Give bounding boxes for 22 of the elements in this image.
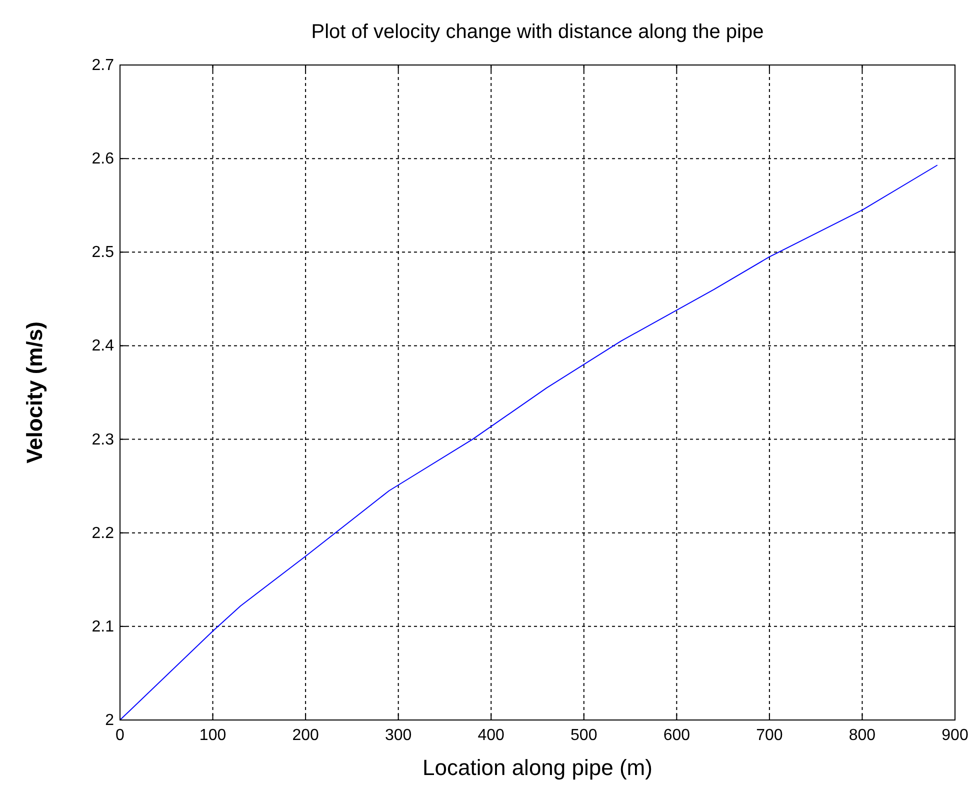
y-tick-label: 2.7 [92,57,114,74]
x-tick-label: 500 [570,727,598,744]
y-tick-label: 2.4 [92,338,114,355]
x-tick-label: 0 [116,727,125,744]
x-tick-label: 700 [756,727,783,744]
y-tick-label: 2 [105,712,114,729]
x-axis-title: Location along pipe (m) [422,755,652,780]
x-tick-label: 200 [292,727,319,744]
y-axis-title: Velocity (m/s) [22,322,47,464]
x-tick-label: 300 [384,727,412,744]
y-tick-label: 2.1 [92,618,114,636]
x-tick-label: 800 [848,727,876,744]
chart-title: Plot of velocity change with distance along the pipe [311,21,764,43]
y-tick-label: 2.3 [92,431,114,448]
line-series [120,164,938,720]
x-tick-label: 400 [478,727,505,744]
x-tick-label: 100 [199,727,226,744]
y-tick-label: 2.5 [92,244,114,262]
x-tick-label: 600 [663,727,690,744]
x-tick-label: 900 [942,727,968,744]
y-tick-label: 2.2 [92,524,114,542]
y-tick-label: 2.6 [92,150,114,168]
